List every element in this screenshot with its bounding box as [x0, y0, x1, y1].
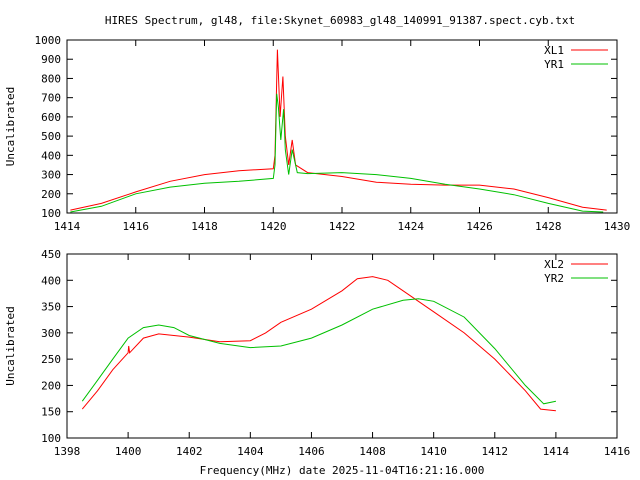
- series-line-xl2: [81, 276, 556, 412]
- x-tick-label: 1400: [115, 445, 142, 458]
- x-tick-label: 1426: [466, 220, 493, 233]
- x-tick-label: 1422: [329, 220, 356, 233]
- plot-top: 1414 1416 1418 1420 1422 1424 1426 1428 1430 100 2…: [4, 34, 630, 233]
- y-axis-label: Uncalibrated: [4, 306, 17, 385]
- x-tick-label: 1414: [543, 445, 570, 458]
- x-tick-label: 1420: [260, 220, 287, 233]
- y-tick-label: 1000: [35, 34, 62, 47]
- y-tick-label: 400: [41, 149, 61, 162]
- y-tick-label: 300: [41, 327, 61, 340]
- y-tick-label: 500: [41, 130, 61, 143]
- legend-label: XL1: [544, 44, 564, 57]
- legend-label: YR1: [544, 58, 564, 71]
- x-tick-label: 1424: [398, 220, 425, 233]
- x-tick-label: 1414: [54, 220, 81, 233]
- y-tick-label: 150: [41, 406, 61, 419]
- x-tick-label: 1428: [535, 220, 562, 233]
- chart-title: HIRES Spectrum, gl48, file:Skynet_60983_…: [105, 14, 575, 27]
- x-tick-label: 1416: [604, 445, 631, 458]
- series-line-yr1: [70, 93, 604, 213]
- y-tick-label: 100: [41, 432, 61, 445]
- y-tick-label: 400: [41, 274, 61, 287]
- x-tick-label: 1398: [54, 445, 81, 458]
- plot-bottom: 1398 1400 1402 1404 1406 1408 1410 1412 1414 1416…: [4, 248, 630, 477]
- legend-label: XL2: [544, 258, 564, 271]
- y-tick-label: 900: [41, 53, 61, 66]
- y-tick-label: 250: [41, 353, 61, 366]
- y-tick-label: 800: [41, 72, 61, 85]
- y-tick-label: 350: [41, 301, 61, 314]
- x-tick-label: 1416: [123, 220, 150, 233]
- x-tick-label: 1430: [604, 220, 631, 233]
- x-tick-label: 1412: [482, 445, 509, 458]
- y-tick-label: 200: [41, 379, 61, 392]
- series-line-yr2: [81, 298, 557, 405]
- plot-border: [66, 39, 618, 214]
- y-tick-label: 300: [41, 169, 61, 182]
- x-tick-label: 1404: [237, 445, 264, 458]
- x-tick-label: 1410: [420, 445, 447, 458]
- x-tick-label: 1408: [359, 445, 386, 458]
- y-tick-label: 700: [41, 92, 61, 105]
- plot-border: [66, 253, 618, 439]
- x-tick-label: 1406: [298, 445, 325, 458]
- x-tick-label: 1418: [191, 220, 218, 233]
- y-axis-label: Uncalibrated: [4, 87, 17, 166]
- legend-label: YR2: [544, 272, 564, 285]
- x-axis-label: Frequency(MHz) date 2025-11-04T16:21:16.…: [200, 464, 485, 477]
- y-tick-label: 100: [41, 207, 61, 220]
- x-tick-label: 1402: [176, 445, 203, 458]
- y-tick-label: 450: [41, 248, 61, 261]
- y-tick-label: 200: [41, 188, 61, 201]
- series-line-xl1: [70, 49, 607, 211]
- y-tick-label: 600: [41, 111, 61, 124]
